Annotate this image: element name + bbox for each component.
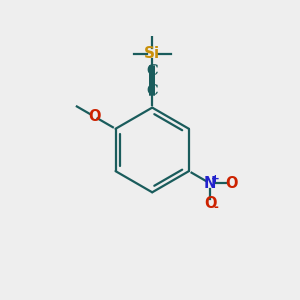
Text: Si: Si [144, 46, 160, 61]
Text: N: N [204, 176, 216, 191]
Text: O: O [204, 196, 217, 211]
Text: +: + [211, 174, 219, 184]
Text: O: O [88, 109, 100, 124]
Text: C: C [146, 64, 158, 78]
Text: -: - [213, 201, 218, 214]
Text: O: O [226, 176, 238, 191]
Text: C: C [146, 84, 158, 98]
